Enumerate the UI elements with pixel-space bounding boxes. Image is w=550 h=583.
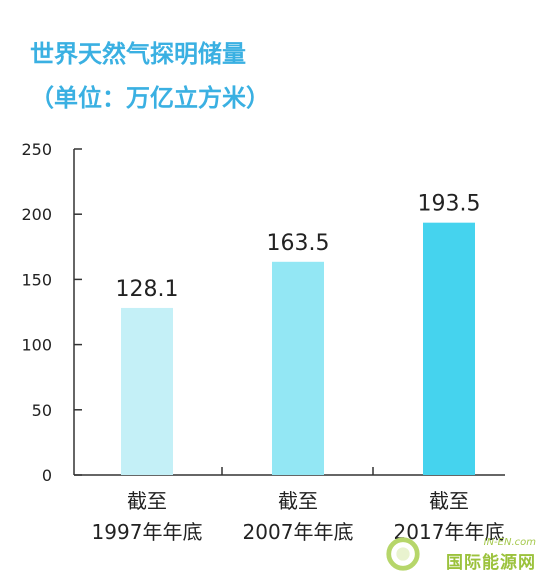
y-tick-label-3: 150: [21, 270, 52, 289]
watermark: IN-EN.com 国际能源网: [446, 537, 536, 573]
x-category-label-2-line-1: 2017年年底: [394, 520, 505, 544]
x-category-label-0-line-0: 截至: [127, 489, 167, 513]
bar-2: [423, 222, 475, 475]
x-category-label-0-line-1: 1997年年底: [92, 520, 203, 544]
chart-subtitle: （单位：万亿立方米）: [30, 84, 270, 112]
x-category-label-2-line-0: 截至: [429, 489, 469, 513]
y-tick-label-5: 250: [21, 140, 52, 159]
y-tick-label-1: 50: [32, 401, 52, 420]
bar-value-label-0: 128.1: [116, 277, 179, 302]
watermark-logo-icon: [386, 537, 420, 571]
y-tick-label-4: 200: [21, 205, 52, 224]
bar-0: [121, 307, 173, 475]
y-tick-label-2: 100: [21, 336, 52, 355]
bar-1: [272, 261, 324, 475]
bar-value-label-2: 193.5: [418, 192, 481, 217]
y-tick-label-0: 0: [42, 466, 52, 485]
x-category-label-1-line-1: 2007年年底: [243, 520, 354, 544]
watermark-site: IN-EN.com: [483, 537, 536, 548]
x-category-label-1-line-0: 截至: [278, 489, 318, 513]
chart-title: 世界天然气探明储量: [30, 40, 246, 68]
watermark-name: 国际能源网: [446, 553, 536, 573]
bar-value-label-1: 163.5: [267, 231, 330, 256]
